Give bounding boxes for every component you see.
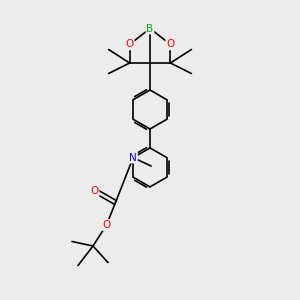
- Text: B: B: [146, 23, 154, 34]
- Text: O: O: [90, 185, 99, 196]
- Text: O: O: [125, 39, 134, 50]
- Text: N: N: [129, 153, 137, 163]
- Text: O: O: [102, 220, 111, 230]
- Text: O: O: [166, 39, 175, 50]
